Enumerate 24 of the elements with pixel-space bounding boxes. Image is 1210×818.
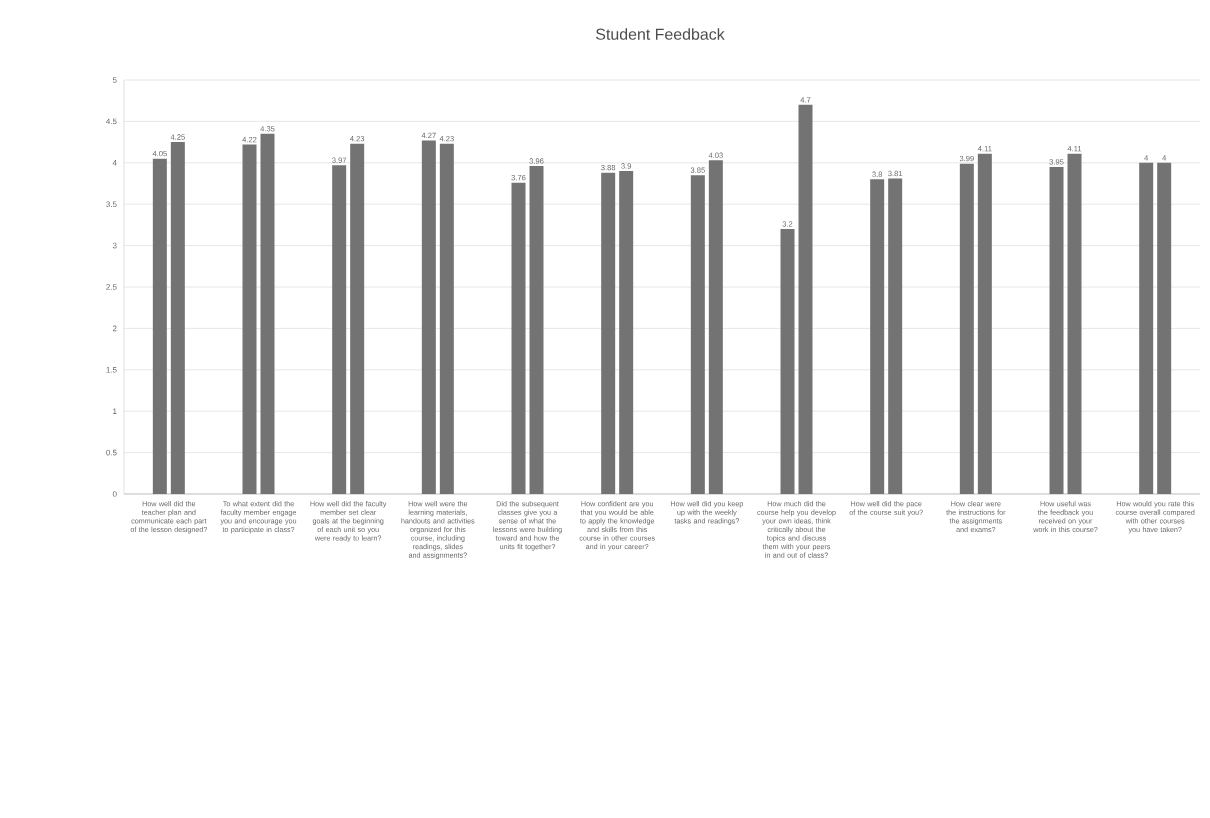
bar: [1157, 162, 1172, 494]
bar: [332, 165, 347, 494]
bar: [350, 143, 365, 494]
bar: [421, 140, 436, 494]
bar: [152, 158, 167, 494]
bar: [780, 229, 795, 494]
bar: [511, 182, 526, 494]
bar: [1067, 153, 1082, 494]
bar: [529, 166, 544, 494]
bar: [1139, 162, 1154, 494]
bar: [977, 153, 992, 494]
bar: [888, 178, 903, 494]
bar: [959, 163, 974, 494]
bar: [870, 179, 885, 494]
bar: [439, 143, 454, 494]
bar: [798, 104, 813, 494]
bar: [242, 144, 257, 494]
bar: [708, 160, 723, 494]
bar: [1049, 166, 1064, 494]
bar: [690, 175, 705, 494]
bar: [170, 142, 185, 494]
bar: [601, 172, 616, 494]
bar: [260, 133, 275, 494]
bar: [619, 171, 634, 494]
